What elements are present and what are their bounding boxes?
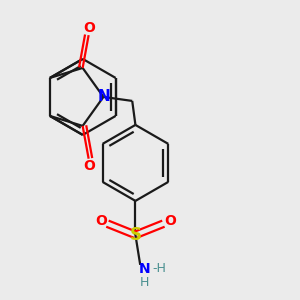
Text: O: O xyxy=(83,159,95,173)
Text: N: N xyxy=(139,262,150,275)
Text: O: O xyxy=(83,21,95,35)
Text: -H: -H xyxy=(152,262,166,275)
Text: N: N xyxy=(98,89,110,104)
Text: O: O xyxy=(95,214,107,228)
Text: S: S xyxy=(129,226,141,244)
Text: O: O xyxy=(164,214,176,228)
Text: H: H xyxy=(140,276,149,289)
